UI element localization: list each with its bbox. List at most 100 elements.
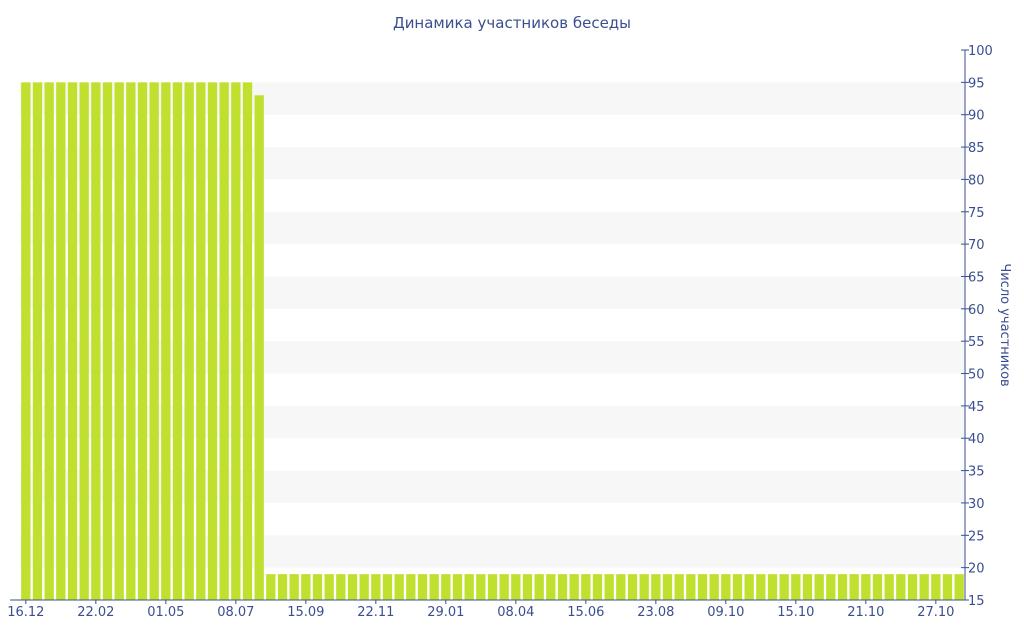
x-tick-label: 16.12 [7,605,44,620]
bar [114,82,124,600]
x-tick-label: 15.06 [567,605,604,620]
bar [417,574,428,600]
bar [557,574,568,600]
bar [592,574,603,600]
bar [184,82,194,600]
y-tick-label: 35 [968,465,985,480]
bar [301,574,311,600]
bar [569,574,579,600]
bar [476,574,486,600]
bar [919,574,929,600]
bar [21,82,31,600]
x-tick-label: 08.04 [497,605,534,620]
y-tick-label: 100 [968,44,993,59]
bar [709,574,719,600]
bar [744,574,754,600]
bar [371,574,381,600]
bar [336,574,346,600]
bar [196,82,206,600]
y-tick-label: 85 [968,141,985,156]
bar [347,574,358,600]
x-tick-label: 22.11 [357,605,394,620]
bar [441,574,451,600]
bar [406,574,416,600]
bar [102,82,113,600]
bar [67,82,78,600]
y-tick-label: 15 [968,594,985,609]
bar [639,574,649,600]
bar [91,82,101,600]
bar [942,574,953,600]
bar [849,574,859,600]
y-tick-label: 65 [968,270,985,285]
bar [161,82,171,600]
bar [791,574,801,600]
bar [44,82,54,600]
bar [149,82,159,600]
y-tick-label: 75 [968,206,985,221]
bar [312,574,323,600]
x-tick-label: 09.10 [707,605,744,620]
bar [837,574,848,600]
bar [522,574,533,600]
bar [907,574,918,600]
x-tick-label: 27.10 [917,605,954,620]
bar [254,95,264,600]
bar [137,82,148,600]
bar [359,574,369,600]
bar [861,574,871,600]
bar [627,574,638,600]
bar [721,574,731,600]
bar [954,574,964,600]
y-tick-label: 20 [968,562,985,577]
bar [464,574,474,600]
x-tick-label: 01.05 [147,605,184,620]
bar [884,574,894,600]
bar [126,82,136,600]
y-tick-label: 95 [968,76,985,91]
y-axis: 15 20 25 30 35 40 45 50 55 60 65 70 75 80 85 90 95 100 [961,44,993,609]
bar [546,574,556,600]
y-tick-label: 60 [968,303,985,318]
bar [896,574,906,600]
bar [581,574,591,600]
bar [756,574,766,600]
bar [499,574,509,600]
bar [604,574,614,600]
bar [56,82,66,600]
bar [651,574,661,600]
y-tick-label: 45 [968,400,985,415]
x-tick-label: 15.10 [777,605,814,620]
chart-title: Динамика участников беседы [393,14,631,32]
bar [429,574,439,600]
bar [662,574,673,600]
y-tick-label: 80 [968,173,985,188]
bar [686,574,696,600]
bar [172,82,183,600]
bar [616,574,626,600]
bar [266,574,276,600]
bar [207,82,218,600]
y-tick-label: 40 [968,432,985,447]
bar [277,574,288,600]
y-tick-label: 55 [968,335,985,350]
bar [219,82,229,600]
x-tick-label: 08.07 [217,605,254,620]
bar [732,574,743,600]
bar [511,574,521,600]
bar [487,574,498,600]
x-tick-label: 23.08 [637,605,674,620]
bar [231,82,241,600]
bar [826,574,836,600]
y-tick-label: 30 [968,497,985,512]
y-tick-label: 70 [968,238,985,253]
x-axis: 16.12 22.02 01.05 08.07 15.09 22.11 29.01 08.04… [7,599,965,620]
bar [452,574,463,600]
y-axis-title: Число участников [997,263,1012,386]
x-tick-label: 22.02 [77,605,114,620]
bar [802,574,813,600]
bar [394,574,404,600]
x-tick-label: 21.10 [847,605,884,620]
x-tick-label: 29.01 [427,605,464,620]
